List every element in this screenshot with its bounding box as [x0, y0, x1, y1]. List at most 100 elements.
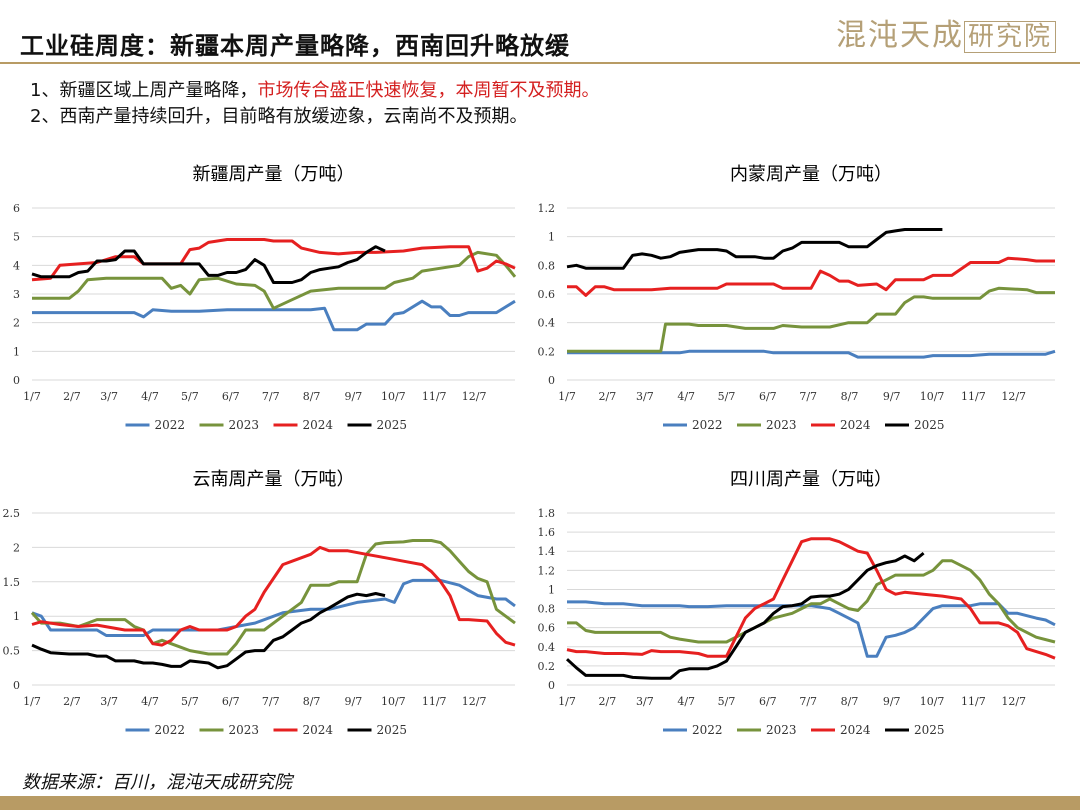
legend-label: 2022	[692, 418, 723, 432]
x-tick-label: 10/7	[920, 390, 945, 403]
series-line-2022	[31, 578, 516, 637]
y-tick-label: 1.8	[538, 507, 556, 520]
y-tick-label: 0.6	[538, 288, 556, 301]
y-tick-label: 2.5	[3, 507, 21, 520]
x-tick-label: 11/7	[961, 695, 986, 708]
series-line-2022	[567, 349, 1056, 359]
y-tick-label: 5	[13, 231, 20, 244]
y-tick-label: 0.8	[538, 259, 556, 272]
x-tick-label: 5/7	[718, 390, 736, 403]
company-logo: 混沌天成 研究院	[836, 10, 1056, 54]
y-tick-label: 0	[548, 374, 555, 387]
y-tick-label: 1.2	[538, 564, 556, 577]
series-line-2025	[31, 245, 386, 284]
x-tick-label: 4/7	[141, 695, 159, 708]
y-tick-label: 1	[548, 231, 555, 244]
y-tick-label: 0.2	[538, 660, 556, 673]
x-tick-label: 4/7	[677, 695, 695, 708]
series-line-2023	[32, 250, 517, 310]
legend-label: 2023	[229, 418, 260, 432]
footer-bar	[0, 796, 1080, 810]
legend-label: 2025	[377, 418, 408, 432]
bullet-1-plain: 1、新疆区域上周产量略降，	[30, 80, 258, 101]
bullet-2: 2、西南产量持续回升，目前略有放缓迹象，云南尚不及预期。	[30, 106, 528, 127]
chart-title: 内蒙周产量（万吨）	[730, 164, 892, 185]
series-line-2023	[567, 559, 1056, 644]
chart-title: 云南周产量（万吨）	[193, 469, 355, 490]
logo-text: 混沌天成	[835, 18, 964, 53]
legend-label: 2024	[840, 723, 871, 737]
x-tick-label: 5/7	[718, 695, 736, 708]
y-tick-label: 0.6	[538, 622, 556, 635]
x-tick-label: 8/7	[303, 695, 321, 708]
x-tick-label: 1/7	[558, 390, 576, 403]
legend-label: 2025	[914, 723, 945, 737]
y-tick-label: 1.6	[538, 526, 556, 539]
x-tick-label: 2/7	[599, 695, 617, 708]
x-tick-label: 7/7	[799, 695, 817, 708]
x-tick-label: 2/7	[599, 390, 617, 403]
x-tick-label: 7/7	[262, 695, 280, 708]
x-tick-label: 11/7	[422, 695, 447, 708]
legend-label: 2022	[155, 723, 186, 737]
legend-label: 2022	[692, 723, 723, 737]
series-line-2023	[30, 539, 516, 656]
x-tick-label: 9/7	[345, 390, 363, 403]
series-line-2022	[567, 600, 1056, 658]
series-line-2023	[567, 286, 1055, 353]
y-tick-label: 3	[13, 288, 20, 301]
series-line-2025	[566, 228, 943, 270]
y-tick-label: 0	[13, 679, 20, 692]
x-tick-label: 4/7	[141, 390, 159, 403]
chart-title: 新疆周产量（万吨）	[193, 164, 355, 185]
x-tick-label: 8/7	[303, 390, 321, 403]
x-tick-label: 1/7	[23, 695, 41, 708]
logo-boxed-text: 研究院	[963, 21, 1056, 53]
x-tick-label: 6/7	[222, 695, 240, 708]
series-line-2024	[566, 537, 1056, 660]
y-tick-label: 0.4	[538, 317, 556, 330]
legend-label: 2022	[155, 418, 186, 432]
legend-label: 2025	[914, 418, 945, 432]
x-tick-label: 10/7	[920, 695, 945, 708]
chart-yunnan: 云南周产量（万吨） 0 0.5 1 1.5 2 2.5 1/7 2/7 3/7 4/7 5/7 6/7 7…	[3, 469, 516, 737]
y-tick-label: 2	[13, 541, 20, 554]
x-tick-label: 4/7	[677, 390, 695, 403]
y-tick-label: 0	[13, 374, 20, 387]
y-tick-label: 6	[13, 202, 20, 215]
chart-xinjiang: 新疆周产量（万吨） 0 1 2 3 4 5 6 1/7 2/7 3/7 4/7 5/7 6/7 7/7 8/7…	[13, 164, 517, 432]
bullet-1-highlight: 市场传合盛正快速恢复，本周暂不及预期。	[257, 80, 600, 101]
x-tick-label: 6/7	[759, 390, 777, 403]
y-tick-label: 0.5	[3, 645, 21, 658]
y-tick-label: 4	[13, 259, 20, 272]
x-tick-label: 6/7	[222, 390, 240, 403]
x-tick-label: 7/7	[799, 390, 817, 403]
y-tick-label: 1	[13, 345, 20, 358]
x-tick-label: 3/7	[100, 390, 118, 403]
bullet-1: 1、新疆区域上周产量略降，市场传合盛正快速恢复，本周暂不及预期。	[30, 78, 599, 104]
x-tick-label: 1/7	[558, 695, 576, 708]
legend-label: 2023	[766, 418, 797, 432]
x-tick-label: 9/7	[883, 695, 901, 708]
legend-label: 2023	[766, 723, 797, 737]
legend-label: 2023	[229, 723, 260, 737]
x-tick-label: 8/7	[841, 390, 859, 403]
y-tick-label: 1.2	[538, 202, 556, 215]
legend-label: 2025	[377, 723, 408, 737]
y-tick-label: 0	[548, 679, 555, 692]
x-tick-label: 3/7	[636, 695, 654, 708]
x-tick-label: 7/7	[262, 390, 280, 403]
data-source: 数据来源：百川，混沌天成研究院	[22, 772, 292, 793]
x-tick-label: 3/7	[100, 695, 118, 708]
x-tick-label: 5/7	[181, 390, 199, 403]
x-tick-label: 11/7	[422, 390, 447, 403]
chart-neimeng: 内蒙周产量（万吨） 0 0.2 0.4 0.6 0.8 1 1.2 1/7 2/7 3/7 4/7 5/…	[538, 164, 1056, 432]
x-tick-label: 2/7	[63, 390, 81, 403]
x-tick-label: 1/7	[23, 390, 41, 403]
x-tick-label: 10/7	[381, 695, 406, 708]
x-tick-label: 2/7	[63, 695, 81, 708]
y-tick-label: 1.4	[538, 545, 556, 558]
series-line-2024	[31, 238, 516, 282]
legend-label: 2024	[303, 418, 334, 432]
x-tick-label: 12/7	[1001, 695, 1026, 708]
